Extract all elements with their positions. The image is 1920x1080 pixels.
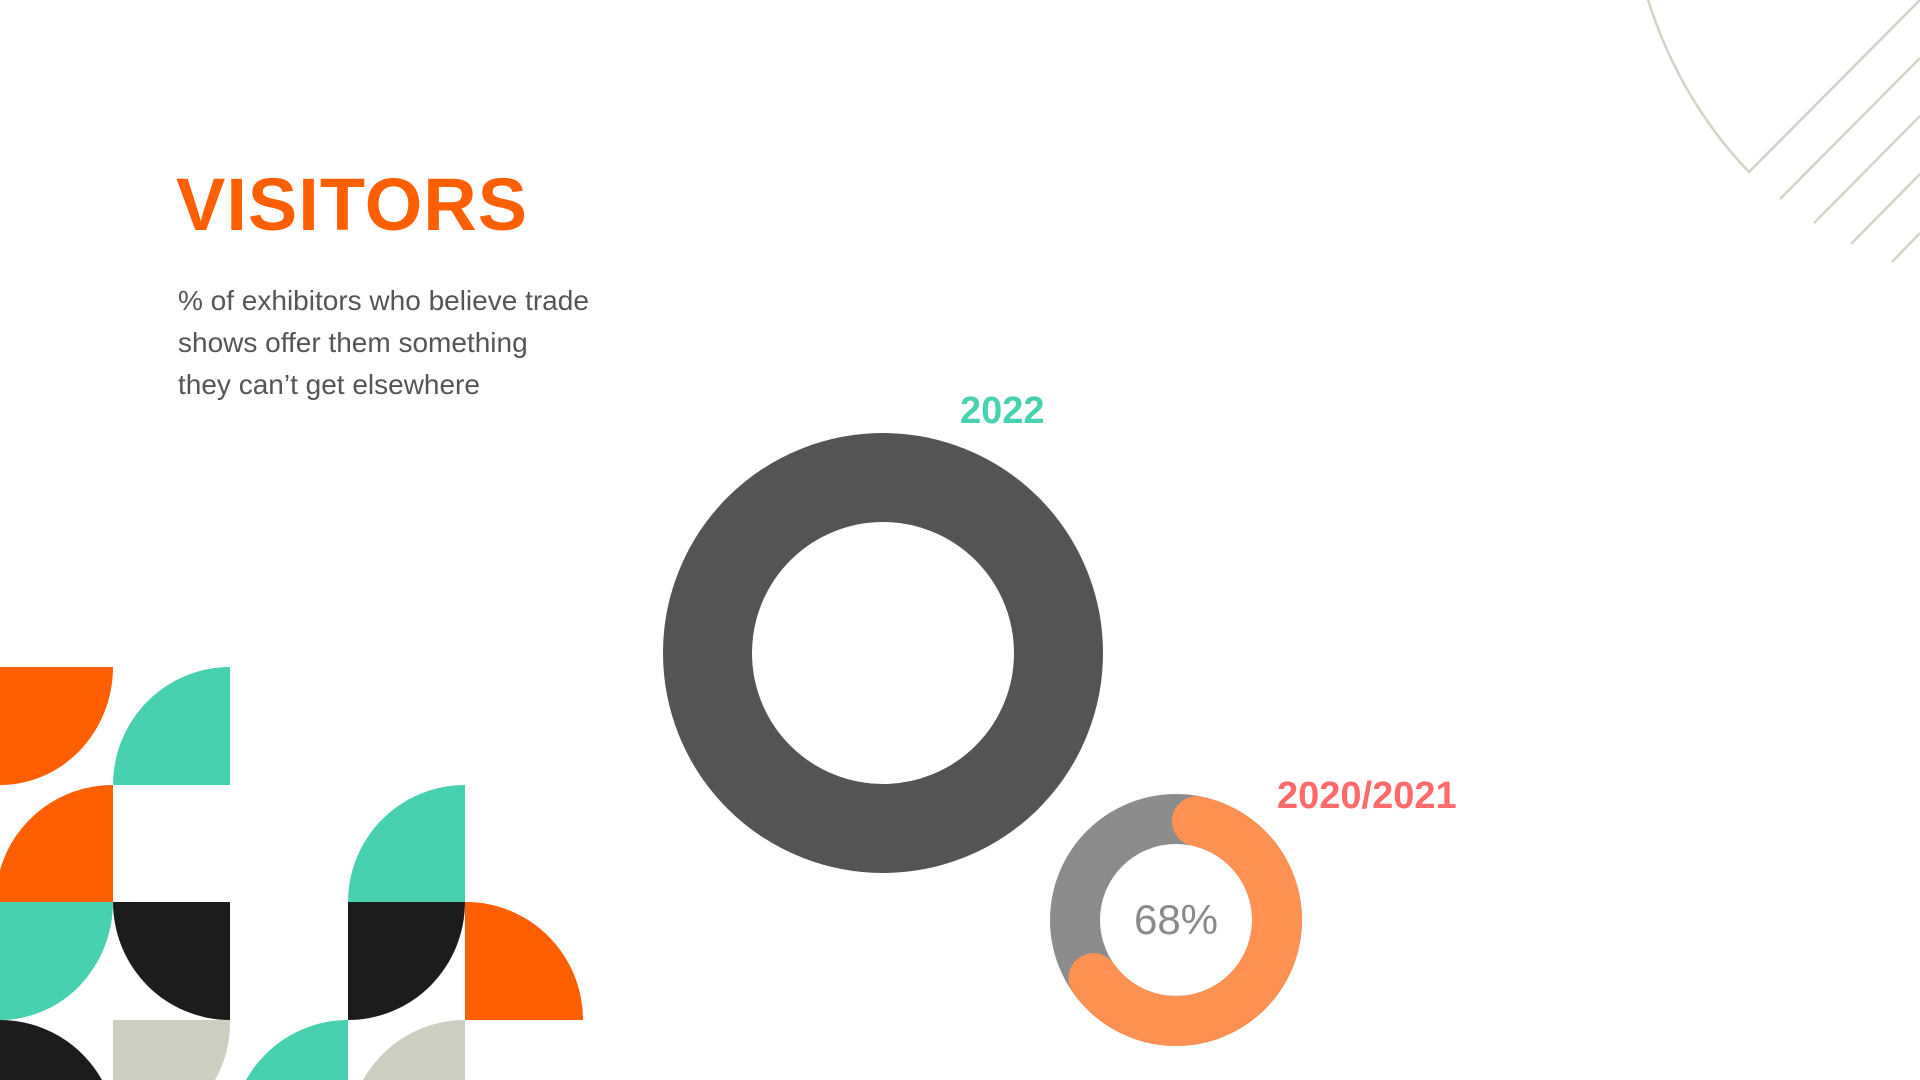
subtitle-line: % of exhibitors who believe trade (178, 285, 589, 316)
tile-orange (0, 784, 113, 902)
decor-line (1813, 115, 1920, 224)
decor-line (1779, 57, 1920, 200)
tile-teal (246, 1020, 348, 1080)
tile-teal (348, 785, 465, 902)
page-title: VISITORS (176, 163, 529, 246)
tile-orange (465, 901, 583, 1020)
donut-2021-value-arc (1068, 796, 1302, 1046)
decor-line (1850, 173, 1920, 245)
series-label-2020-2021: 2020/2021 (1277, 775, 1457, 817)
donut-2021-value-label: 68% (1134, 896, 1218, 943)
decorative-lines (1646, 0, 1920, 263)
tile-orange (0, 667, 113, 785)
decor-line (1891, 232, 1920, 263)
tile-black (0, 1020, 102, 1080)
tile-beige (113, 1020, 231, 1080)
decorative-tiles (0, 667, 583, 1080)
tile-teal (0, 902, 113, 1020)
subtitle: % of exhibitors who believe trade shows … (178, 280, 698, 406)
subtitle-line: shows offer them something (178, 327, 528, 358)
tile-black (113, 902, 230, 1020)
decor-arc (1646, 0, 1920, 174)
donut-2022-ring (663, 433, 1103, 873)
series-label-2022: 2022 (960, 390, 1045, 432)
tile-black (348, 902, 465, 1020)
tile-teal (113, 667, 230, 785)
tile-beige (363, 1020, 465, 1080)
subtitle-line: they can’t get elsewhere (178, 369, 480, 400)
